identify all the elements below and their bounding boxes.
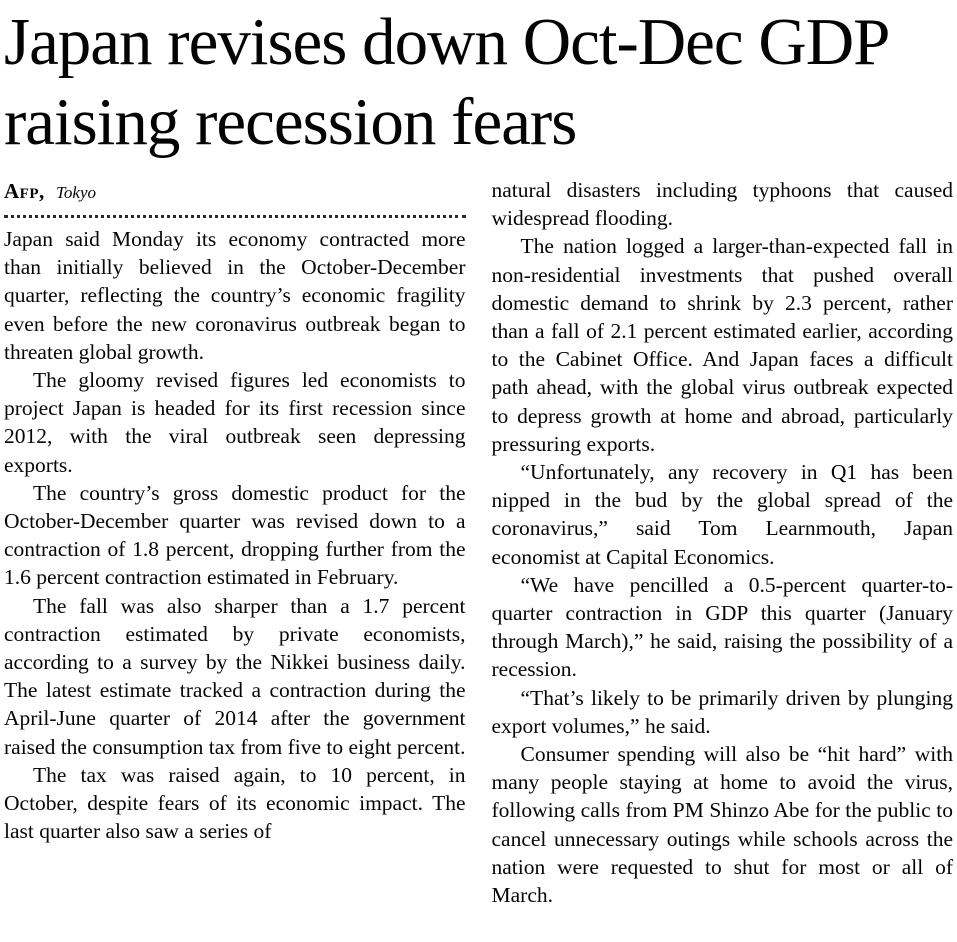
- paragraph: The fall was also sharper than a 1.7 per…: [4, 593, 466, 759]
- paragraph: Consumer spending will also be “hit hard…: [491, 742, 954, 908]
- byline: Afp, Tokyo: [4, 178, 466, 206]
- paragraph: The nation logged a larger-than-expected…: [491, 234, 954, 456]
- paragraph: The tax was raised again, to 10 percent,…: [4, 762, 466, 844]
- article-columns: Afp, Tokyo Japan said Monday its economy…: [4, 176, 953, 909]
- byline-agency: Afp,: [4, 179, 45, 203]
- article-headline: Japan revises down Oct-Dec GDP raising r…: [4, 5, 888, 159]
- paragraph: The country’s gross domestic product for…: [4, 480, 466, 590]
- right-column: natural disasters including typhoons tha…: [492, 176, 954, 909]
- dotted-separator: [4, 215, 466, 218]
- paragraph: The gloomy revised figures led economist…: [4, 368, 466, 477]
- paragraph: Japan said Monday its economy contracted…: [4, 227, 466, 364]
- paragraph: “That’s likely to be primarily driven by…: [491, 685, 954, 738]
- left-column: Afp, Tokyo Japan said Monday its economy…: [4, 176, 466, 909]
- paragraph: “We have pencilled a 0.5-percent quarter…: [491, 572, 954, 682]
- paragraph: natural disasters including typhoons tha…: [491, 178, 954, 231]
- byline-location: Tokyo: [56, 183, 96, 202]
- paragraph: “Unfortunately, any recovery in Q1 has b…: [491, 460, 954, 569]
